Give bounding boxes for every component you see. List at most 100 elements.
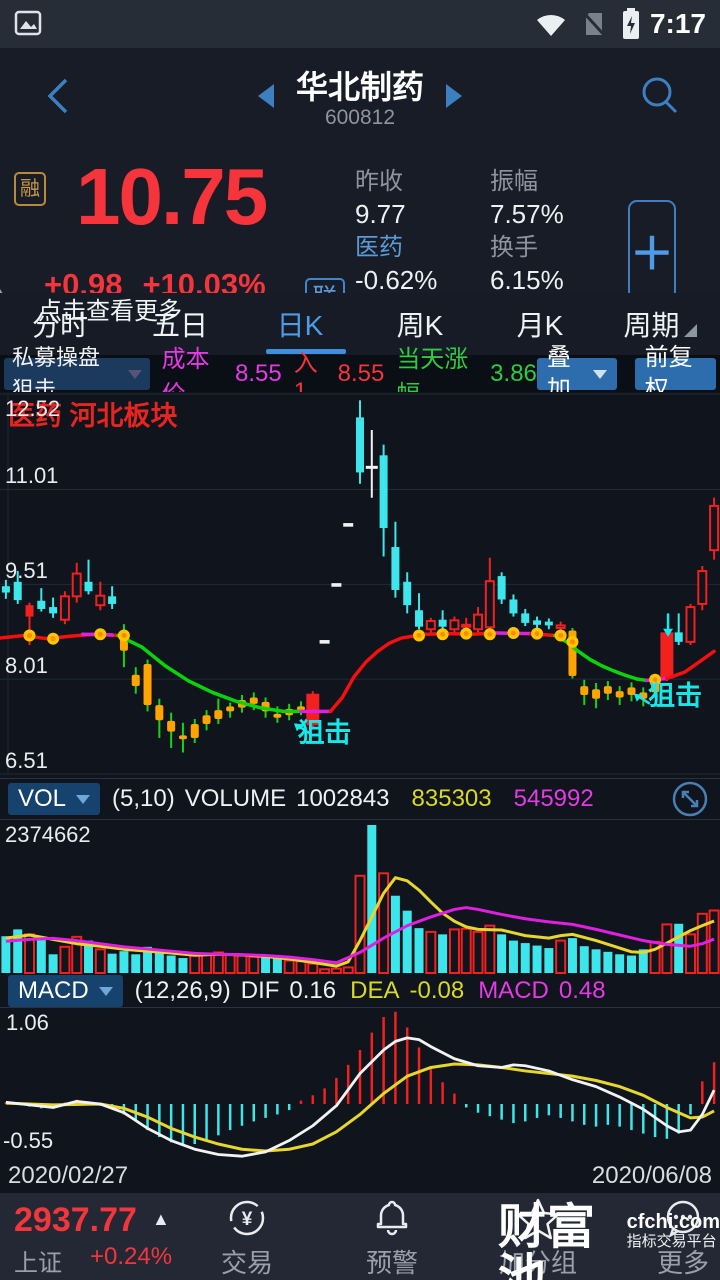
macd-chart	[4, 1011, 716, 1158]
candle	[190, 718, 199, 744]
volume-bar-up	[555, 939, 567, 974]
volume-bar-up	[472, 930, 484, 975]
volume-bar-up	[283, 959, 295, 974]
candle	[660, 630, 674, 682]
volume-bar-up	[484, 924, 496, 974]
candle	[343, 523, 354, 527]
sector-link[interactable]: 医药	[355, 234, 403, 261]
sniper-label: 狙击	[648, 681, 702, 711]
nav-item-add-group[interactable]: 加分组	[488, 1193, 588, 1280]
candle	[214, 698, 223, 725]
volume-bar-down	[567, 938, 577, 973]
margin-trading-badge[interactable]: 融	[14, 172, 46, 206]
candle	[533, 616, 542, 628]
volume-bar-up	[59, 945, 71, 975]
candle	[568, 627, 577, 679]
quote-col-1: 昨收 9.77 医药 -0.62%	[355, 165, 485, 297]
volume-bar-down	[390, 895, 400, 973]
candle	[425, 617, 436, 634]
next-stock-icon[interactable]	[446, 84, 462, 108]
volume-bar-up	[71, 935, 83, 974]
active-tab-underline	[266, 349, 346, 354]
candle	[1, 579, 10, 599]
dif-line	[5, 1036, 716, 1158]
volume-ma10-value: 545992	[513, 785, 594, 812]
nav-item-trade[interactable]: ¥ 交易	[197, 1193, 297, 1280]
candle	[497, 572, 506, 604]
candle	[379, 444, 388, 557]
prev-stock-icon[interactable]	[258, 84, 274, 108]
volume-bar-down	[626, 955, 636, 973]
tab-period[interactable]: 周期	[600, 293, 720, 355]
overlay-button[interactable]: 叠加	[536, 344, 617, 403]
volume-params: (5,10)	[112, 785, 175, 812]
cost-value: 8.55	[235, 360, 282, 387]
dif-label: DIF	[240, 977, 280, 1004]
candle	[365, 430, 378, 498]
wifi-icon	[536, 14, 565, 36]
volume-bar-down	[638, 949, 648, 973]
volume-bar-up	[448, 928, 460, 974]
search-icon[interactable]	[638, 74, 682, 118]
day-gain-value: 3.86	[490, 360, 537, 387]
candle	[155, 698, 164, 738]
volume-indicator-selector[interactable]: VOL	[8, 783, 101, 815]
candle	[449, 616, 460, 635]
watermark-brand: 财富池	[498, 1201, 597, 1280]
svg-text:¥: ¥	[242, 1209, 253, 1230]
indicator-selector-button[interactable]: 私募操盘狙击	[4, 345, 150, 402]
add-to-watchlist-button[interactable]: ＋	[628, 200, 676, 300]
volume-bar-down	[261, 956, 271, 973]
candle	[178, 722, 187, 753]
period-tab-bar: 分时 五日 日K 周K 月K 周期	[0, 293, 720, 356]
macd-chart-panel[interactable]	[0, 1008, 720, 1160]
candle	[592, 682, 601, 709]
volume-bar-up	[248, 955, 260, 975]
volume-axis-max-label: 2374662	[5, 822, 91, 847]
volume-bar-down	[615, 954, 625, 973]
kline-axis-label: 9.51	[5, 558, 48, 584]
volume-chart-panel[interactable]	[0, 820, 720, 975]
tap-for-more-label[interactable]: 点击查看更多	[38, 298, 182, 325]
tab-weekly-k[interactable]: 周K	[396, 310, 444, 341]
candle	[37, 588, 46, 612]
macd-axis-max-label: 1.06	[6, 1010, 49, 1035]
volume-bar-up	[425, 930, 437, 975]
volume-bar-down	[579, 946, 589, 973]
back-icon[interactable]	[44, 76, 72, 116]
candle	[674, 613, 683, 646]
battery-charging-icon	[622, 8, 639, 39]
tab-monthly-k[interactable]: 月K	[516, 310, 564, 341]
kline-chart-panel[interactable]: 医药 河北板块 狙击 狙击 12.52 11.01 9.51 8.01 6.51	[0, 392, 720, 778]
volume-bar-up	[201, 952, 213, 974]
forward-adjust-button[interactable]: 前复权	[634, 344, 716, 403]
candle	[108, 586, 117, 609]
macd-indicator-selector[interactable]: MACD	[8, 975, 123, 1007]
candle	[603, 681, 612, 701]
period-expand-icon	[683, 323, 697, 337]
tab-minute[interactable]: 分时	[31, 310, 88, 341]
candle	[143, 659, 152, 712]
candle	[131, 667, 140, 694]
nav-item-more[interactable]: 更多	[633, 1193, 720, 1280]
candle	[438, 610, 447, 631]
index-change: +0.24%	[90, 1243, 173, 1270]
macd-params: (12,26,9)	[134, 977, 231, 1004]
dif-value: 0.16	[289, 977, 337, 1004]
volume-bar-up	[212, 951, 224, 975]
nav-item-alert[interactable]: 预警	[342, 1193, 442, 1280]
expand-chart-icon[interactable]	[670, 779, 710, 819]
volume-bar-up	[460, 927, 472, 974]
volume-bar-up	[378, 872, 390, 974]
volume-ma10-line	[5, 906, 715, 965]
volume-bar-down	[591, 949, 601, 973]
index-value[interactable]: 2937.77	[14, 1201, 137, 1239]
tab-daily-k[interactable]: 日K	[276, 310, 324, 341]
candle	[709, 497, 720, 560]
volume-bar-down	[603, 951, 613, 973]
tab-five-day[interactable]: 五日	[151, 310, 208, 341]
candle	[59, 591, 70, 625]
candle	[391, 521, 400, 598]
volume-bar-down	[166, 955, 176, 973]
macd-axis-min-label: -0.55	[3, 1128, 54, 1153]
